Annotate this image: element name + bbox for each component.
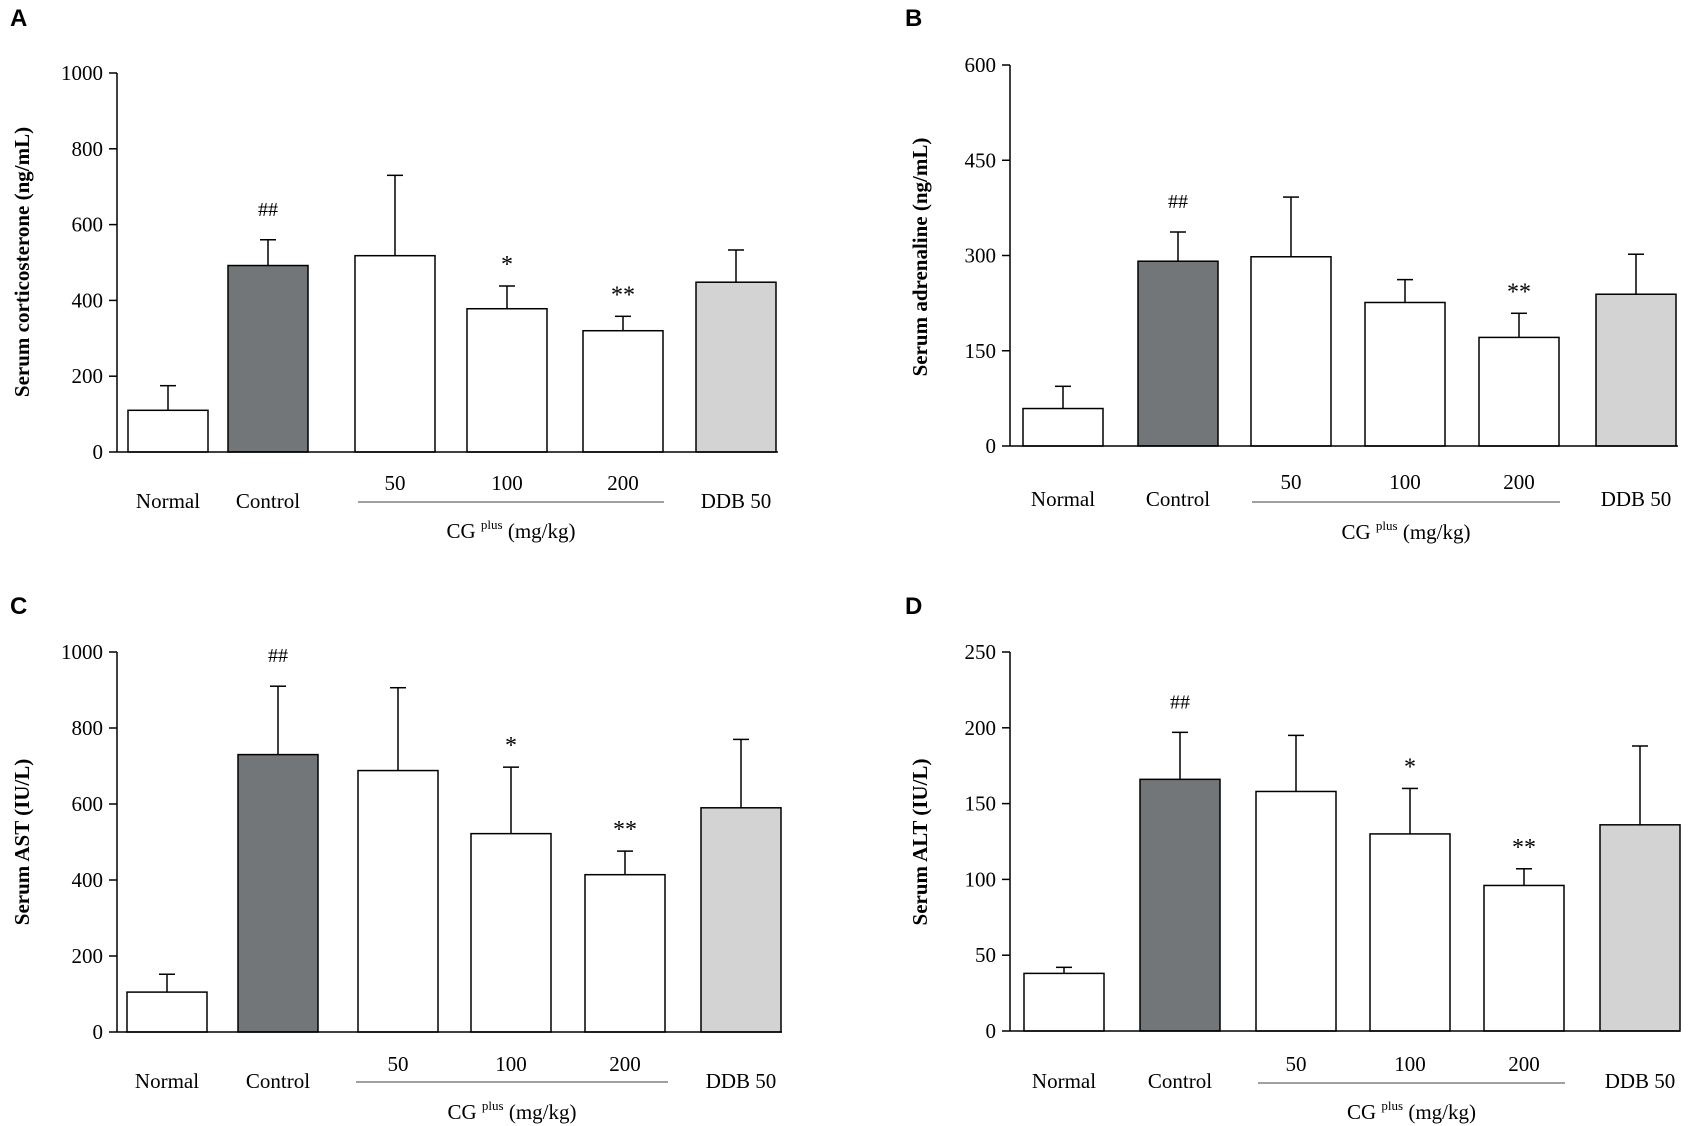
y-tick-label: 400 xyxy=(72,868,104,892)
x-tick-label: DDB 50 xyxy=(706,1069,777,1093)
bar xyxy=(1255,790,1337,1032)
bar xyxy=(470,832,552,1033)
x-tick-label: 50 xyxy=(1281,470,1302,494)
significance-label: ** xyxy=(1507,279,1531,305)
panel-label: C xyxy=(10,593,27,620)
x-tick-label: Control xyxy=(236,489,300,513)
significance-label: * xyxy=(501,252,513,278)
bar xyxy=(1595,293,1677,447)
bar xyxy=(1022,407,1104,447)
x-tick-label: 50 xyxy=(388,1052,409,1076)
bar xyxy=(354,254,436,453)
significance-label: * xyxy=(1404,754,1416,780)
x-tick-label: DDB 50 xyxy=(701,489,772,513)
x-tick-label: Normal xyxy=(1032,1069,1096,1093)
x-tick-label: 100 xyxy=(491,471,523,495)
x-tick-label: 100 xyxy=(495,1052,527,1076)
bar xyxy=(237,753,319,1033)
x-tick-label: 100 xyxy=(1389,470,1421,494)
y-tick-label: 450 xyxy=(965,148,997,172)
significance-label: ** xyxy=(613,817,637,843)
x-tick-label: Normal xyxy=(136,489,200,513)
significance-label: ## xyxy=(268,645,288,667)
bar xyxy=(1483,884,1565,1032)
y-tick-label: 0 xyxy=(93,440,104,464)
x-tick-label: 200 xyxy=(609,1052,641,1076)
y-tick-label: 200 xyxy=(72,944,104,968)
bar xyxy=(1369,833,1451,1032)
y-tick-label: 600 xyxy=(72,792,104,816)
bar xyxy=(700,807,782,1033)
y-tick-label: 600 xyxy=(965,53,997,77)
x-tick-label: 200 xyxy=(1503,470,1535,494)
significance-label: * xyxy=(505,733,517,759)
y-tick-label: 0 xyxy=(986,434,997,458)
bar xyxy=(1478,336,1560,447)
y-tick-label: 150 xyxy=(965,339,997,363)
x-tick-label: 100 xyxy=(1394,1052,1426,1076)
y-tick-label: 1000 xyxy=(61,61,103,85)
bar xyxy=(127,409,209,453)
significance-label: ## xyxy=(1170,691,1190,713)
bar xyxy=(126,991,208,1033)
y-tick-label: 50 xyxy=(975,943,996,967)
y-tick-label: 1000 xyxy=(61,640,103,664)
y-tick-label: 250 xyxy=(965,640,997,664)
bar xyxy=(1250,256,1332,447)
panel-label: B xyxy=(905,5,922,32)
group-caption: CG plus (mg/kg) xyxy=(447,1098,576,1124)
bar xyxy=(584,873,666,1033)
significance-label: ## xyxy=(258,199,278,221)
x-tick-label: Control xyxy=(246,1069,310,1093)
panel-label: D xyxy=(905,593,922,620)
significance-label: ## xyxy=(1168,191,1188,213)
bar xyxy=(227,264,309,453)
x-tick-label: 50 xyxy=(1286,1052,1307,1076)
x-tick-label: 200 xyxy=(607,471,639,495)
significance-label: ** xyxy=(611,282,635,308)
y-tick-label: 200 xyxy=(965,716,997,740)
x-tick-label: Control xyxy=(1148,1069,1212,1093)
panel-b: B 0 150 300 450 600 Serum adrenaline (ng/mL) ##… xyxy=(905,5,1678,544)
bar xyxy=(1137,260,1219,447)
y-tick-label: 0 xyxy=(986,1019,997,1043)
x-tick-label: Normal xyxy=(135,1069,199,1093)
x-tick-label: Control xyxy=(1146,487,1210,511)
bar xyxy=(466,307,548,453)
bar xyxy=(1023,972,1105,1032)
y-axis-label: Serum ALT (IU/L) xyxy=(908,759,932,926)
bar xyxy=(1139,778,1221,1032)
y-tick-label: 100 xyxy=(965,867,997,891)
panel-a: A 0 200 400 600 800 1000 Serum corticosterone (… xyxy=(10,5,778,543)
group-caption: CG plus (mg/kg) xyxy=(1347,1098,1476,1124)
y-axis-label: Serum corticosterone (ng/mL) xyxy=(10,127,34,397)
x-tick-label: 200 xyxy=(1508,1052,1540,1076)
group-caption: CG plus (mg/kg) xyxy=(1341,518,1470,544)
y-tick-label: 200 xyxy=(72,364,104,388)
significance-label: ** xyxy=(1512,835,1536,861)
y-tick-label: 400 xyxy=(72,288,104,312)
x-tick-label: DDB 50 xyxy=(1601,487,1672,511)
bar xyxy=(582,329,664,453)
y-tick-label: 150 xyxy=(965,792,997,816)
y-tick-label: 600 xyxy=(72,213,104,237)
y-axis-label: Serum AST (IU/L) xyxy=(10,759,34,925)
panel-label: A xyxy=(10,5,27,32)
group-caption: CG plus (mg/kg) xyxy=(446,517,575,543)
y-tick-label: 0 xyxy=(93,1020,104,1044)
bar xyxy=(695,281,777,453)
x-tick-label: Normal xyxy=(1031,487,1095,511)
y-tick-label: 800 xyxy=(72,716,104,740)
y-tick-label: 800 xyxy=(72,137,104,161)
bar xyxy=(1599,824,1681,1032)
x-tick-label: 50 xyxy=(385,471,406,495)
x-tick-label: DDB 50 xyxy=(1605,1069,1676,1093)
bar xyxy=(1364,301,1446,447)
y-axis-label: Serum adrenaline (ng/mL) xyxy=(908,138,932,377)
bar xyxy=(357,769,439,1033)
y-tick-label: 300 xyxy=(965,244,997,268)
